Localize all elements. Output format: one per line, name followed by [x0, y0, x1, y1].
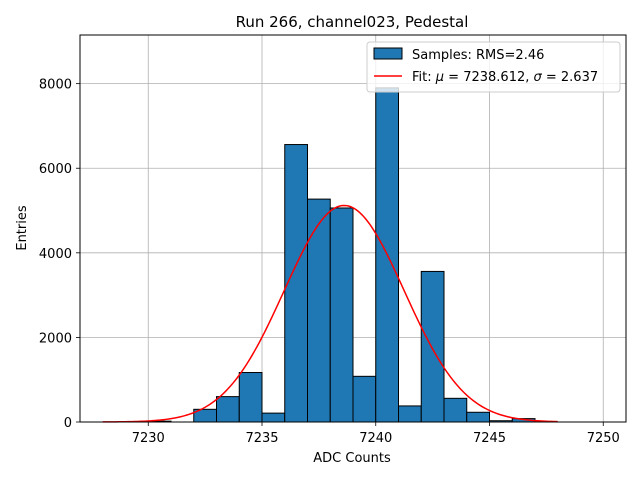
y-axis-label: Entries [15, 205, 30, 251]
fit-curve-group [102, 204, 558, 423]
x-tick-label: 7230 [132, 431, 165, 446]
x-axis-label: ADC Counts [313, 451, 391, 466]
legend-fit-sigma-value: = 2.637 [542, 70, 598, 85]
histogram-bar [261, 412, 286, 423]
legend: Samples: RMS=2.46 Fit: μ = 7238.612, σ =… [366, 41, 621, 93]
x-tick-label: 7235 [245, 431, 278, 446]
legend-fit-mu-symbol: μ [435, 70, 444, 85]
y-tick-label: 6000 [39, 162, 72, 177]
histogram-bar [329, 207, 354, 423]
y-tick-label: 2000 [39, 331, 72, 346]
histogram-bar [443, 397, 468, 423]
x-tick-label: 7240 [359, 431, 392, 446]
legend-fit-mu-value: = 7238.612, [444, 70, 533, 85]
legend-samples-label: Samples: RMS=2.46 [412, 48, 544, 63]
y-tick-label: 8000 [39, 78, 72, 93]
histogram-bar [420, 270, 445, 423]
histogram-bar [466, 411, 490, 423]
plot-frame [79, 34, 627, 423]
gaussian-fit-curve [102, 204, 558, 423]
axis-ticks: 7230 7235 7240 7245 7250 0 2000 4000 6000 8000 [39, 78, 620, 446]
y-tick-label: 4000 [39, 247, 72, 262]
legend-fit-prefix: Fit: [412, 70, 436, 85]
legend-box [366, 41, 621, 93]
histogram-bar [307, 198, 331, 423]
x-tick-label: 7250 [587, 431, 620, 446]
chart-title: Run 266, channel023, Pedestal [236, 13, 469, 31]
histogram-bar [216, 396, 240, 423]
y-tick-label: 0 [64, 416, 72, 431]
legend-samples-swatch [373, 47, 403, 60]
legend-fit-sigma-symbol: σ [534, 70, 543, 85]
legend-fit-label: Fit: μ = 7238.612, σ = 2.637 [412, 70, 598, 85]
x-tick-label: 7245 [473, 431, 506, 446]
histogram-bar [352, 375, 377, 423]
histogram-bar [238, 372, 263, 423]
histogram-bars [147, 87, 536, 423]
histogram-bar [398, 405, 422, 423]
